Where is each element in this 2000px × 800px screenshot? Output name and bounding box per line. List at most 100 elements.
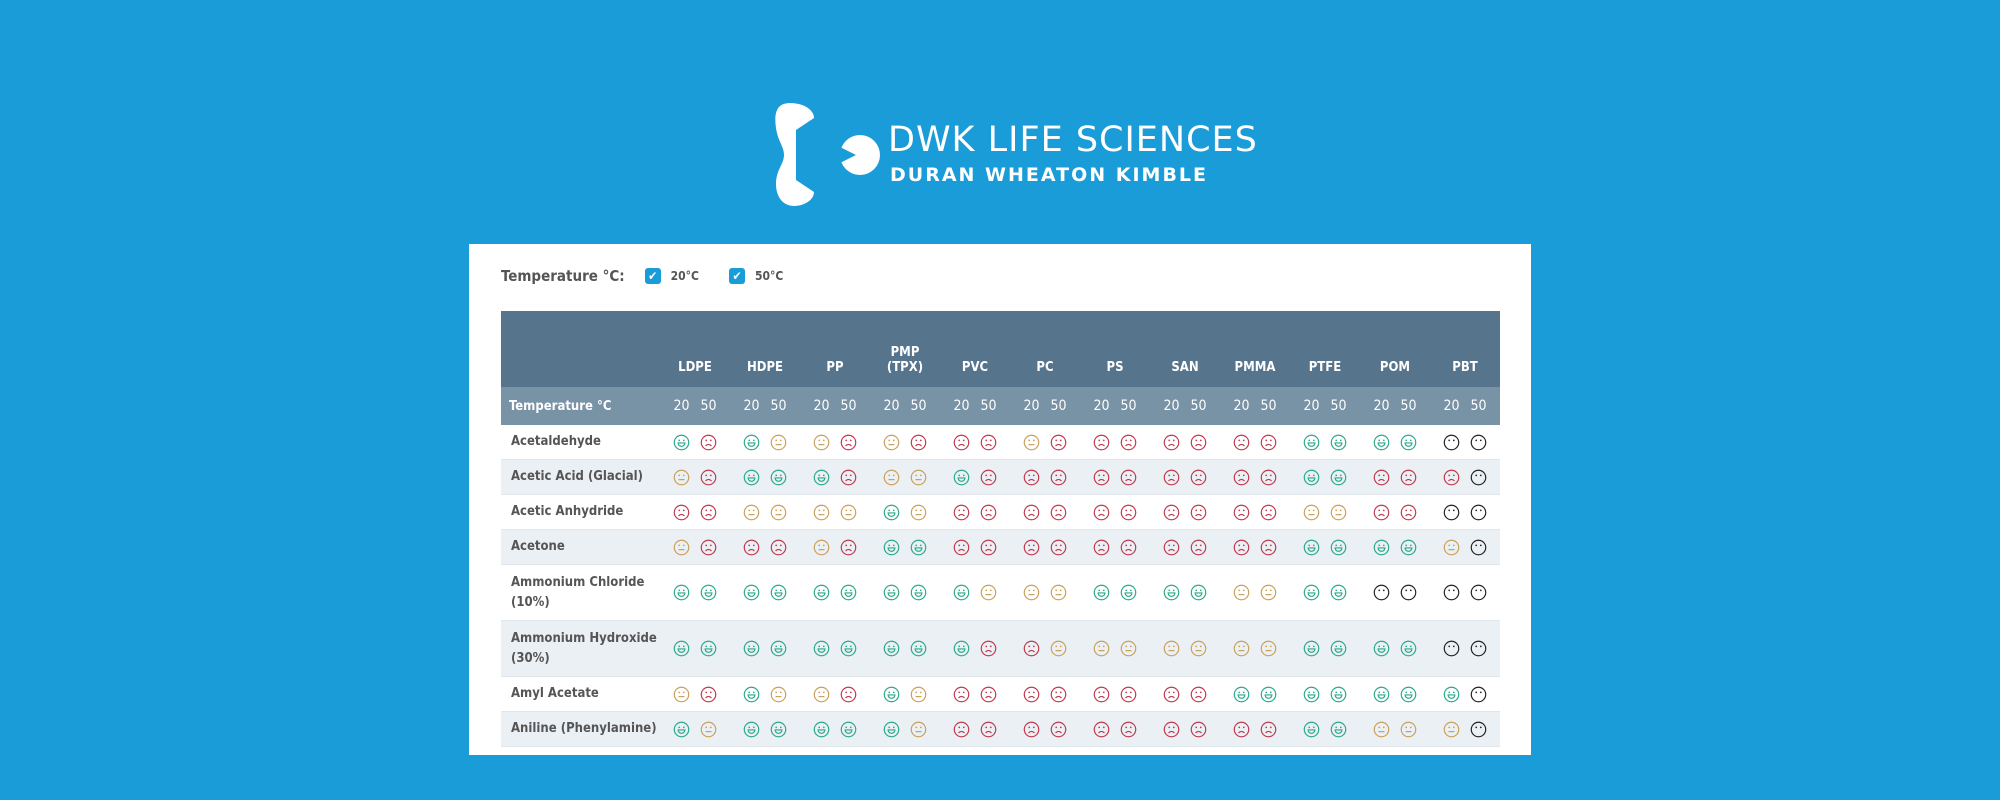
rating-cell	[1010, 425, 1080, 460]
rating-cell	[940, 425, 1010, 460]
rating-poor-icon	[1045, 721, 1072, 738]
rating-good-icon	[738, 721, 765, 738]
rating-poor-icon	[1228, 539, 1255, 556]
chemical-resistance-panel: Temperature °C: ✔ 20°C ✔ 50°C LDPE HDPE PP…	[469, 244, 1531, 755]
rating-cell	[940, 676, 1010, 712]
rating-poor-icon	[1185, 434, 1212, 451]
rating-no-data-icon	[1465, 539, 1492, 556]
rating-poor-icon	[975, 539, 1002, 556]
rating-cell	[1010, 564, 1080, 621]
rating-poor-icon	[948, 434, 975, 451]
rating-cell	[800, 676, 870, 712]
rating-cell	[1290, 425, 1360, 460]
rating-cell	[730, 529, 800, 565]
temperature-label: 20	[1233, 398, 1250, 414]
rating-cell	[870, 746, 940, 755]
rating-cell	[1360, 746, 1430, 755]
rating-cell	[1010, 746, 1080, 755]
rating-cell	[1080, 529, 1150, 565]
rating-fair-icon	[1045, 640, 1072, 657]
rating-poor-icon	[1255, 504, 1282, 521]
temperature-label: 20	[1023, 398, 1040, 414]
rating-good-icon	[738, 584, 765, 601]
rating-poor-icon	[1368, 469, 1395, 486]
rating-fair-icon	[808, 539, 835, 556]
rating-cell	[1220, 494, 1290, 530]
rating-cell	[1150, 564, 1220, 621]
rating-poor-icon	[1228, 721, 1255, 738]
rating-poor-icon	[948, 686, 975, 703]
rating-fair-icon	[1045, 584, 1072, 601]
rating-cell	[1290, 746, 1360, 755]
rating-cell	[730, 459, 800, 495]
rating-good-icon	[1368, 686, 1395, 703]
rating-poor-icon	[975, 469, 1002, 486]
rating-poor-icon	[1088, 539, 1115, 556]
rating-poor-icon	[948, 504, 975, 521]
rating-cell	[1430, 425, 1500, 460]
rating-good-icon	[878, 686, 905, 703]
rating-cell	[870, 676, 940, 712]
rating-fair-icon	[695, 721, 722, 738]
rating-cell	[660, 564, 730, 621]
rating-good-icon	[695, 584, 722, 601]
rating-good-icon	[948, 469, 975, 486]
rating-cell	[660, 711, 730, 747]
rating-cell	[660, 620, 730, 677]
temperature-label: 50	[770, 398, 787, 414]
chemical-name: Amyl Acetate	[501, 676, 660, 712]
rating-cell	[1290, 711, 1360, 747]
rating-fair-icon	[1255, 584, 1282, 601]
rating-cell	[1010, 459, 1080, 495]
rating-fair-icon	[1158, 640, 1185, 657]
table-row: Acetic Anhydride	[501, 494, 1500, 530]
rating-cell	[660, 425, 730, 460]
rating-poor-icon	[1018, 469, 1045, 486]
checkbox-20c-label: 20°C	[670, 269, 699, 283]
rating-good-icon	[1325, 640, 1352, 657]
temperature-label: 50	[700, 398, 717, 414]
temperature-label: 20	[1373, 398, 1390, 414]
rating-good-icon	[1255, 686, 1282, 703]
rating-poor-icon	[1185, 469, 1212, 486]
rating-poor-icon	[1045, 504, 1072, 521]
rating-good-icon	[878, 721, 905, 738]
checkbox-20c[interactable]: ✔ 20°C	[644, 268, 699, 284]
rating-cell	[800, 711, 870, 747]
rating-cell	[1430, 620, 1500, 677]
rating-fair-icon	[1185, 640, 1212, 657]
rating-good-icon	[738, 640, 765, 657]
rating-good-icon	[808, 640, 835, 657]
chemical-name: Ammonium Chloride (10%)	[501, 564, 660, 621]
rating-cell	[730, 494, 800, 530]
rating-good-icon	[808, 584, 835, 601]
temperature-header-row: Temperature °C 20 50 20 50 20 50 20 50 20 50 20 50 20…	[501, 387, 1500, 425]
rating-fair-icon	[765, 434, 792, 451]
rating-good-icon	[1325, 434, 1352, 451]
rating-poor-icon	[1088, 469, 1115, 486]
rating-poor-icon	[975, 434, 1002, 451]
rating-poor-icon	[1228, 504, 1255, 521]
resistance-table: LDPE HDPE PP PMP (TPX) PVC PC PS SAN PMMA PTFE POM…	[501, 311, 1500, 755]
rating-cell	[730, 425, 800, 460]
checkmark-icon[interactable]: ✔	[644, 268, 661, 284]
rating-cell	[800, 459, 870, 495]
temperature-header-cell: 20 50	[1290, 387, 1360, 425]
rating-good-icon	[948, 640, 975, 657]
temperature-label: 50	[980, 398, 997, 414]
rating-no-data-icon	[1465, 686, 1492, 703]
rating-fair-icon	[1018, 434, 1045, 451]
rating-good-icon	[808, 469, 835, 486]
checkbox-50c[interactable]: ✔ 50°C	[728, 268, 783, 284]
chemical-name: Acetic Anhydride	[501, 494, 660, 530]
rating-cell	[1360, 494, 1430, 530]
temperature-header-cell: 20 50	[940, 387, 1010, 425]
rating-fair-icon	[1115, 640, 1142, 657]
rating-cell	[1080, 711, 1150, 747]
rating-good-icon	[835, 640, 862, 657]
checkmark-icon[interactable]: ✔	[728, 268, 745, 284]
rating-poor-icon	[1018, 504, 1045, 521]
rating-poor-icon	[975, 721, 1002, 738]
rating-cell	[870, 425, 940, 460]
rating-poor-icon	[1115, 469, 1142, 486]
